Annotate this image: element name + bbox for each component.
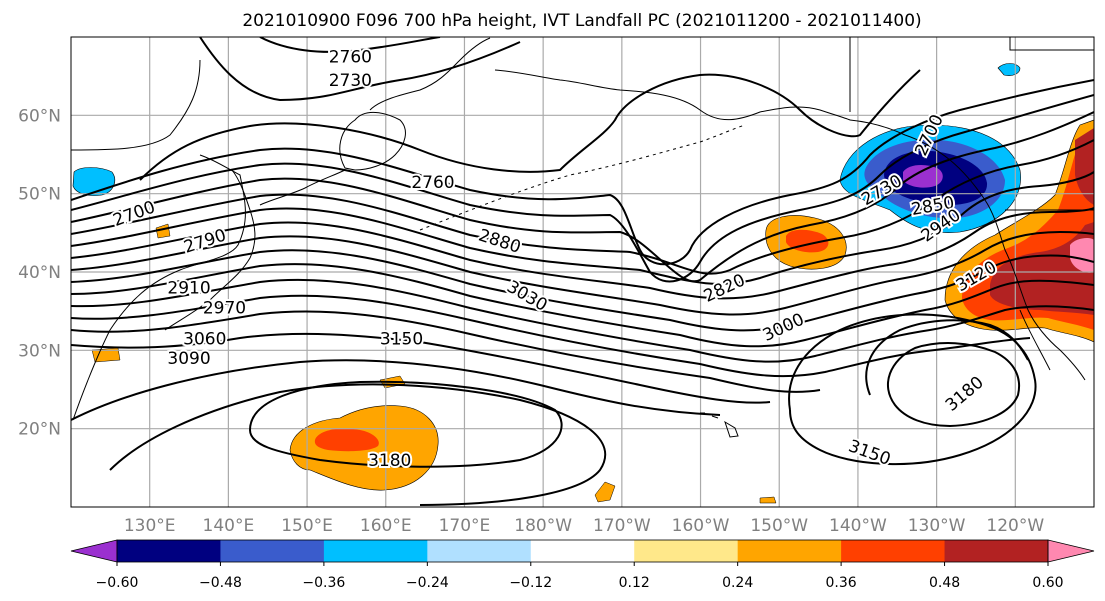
lon-axis: 130°E 140°E 150°E 160°E 170°E 180°W 170°W 160°W… [124,516,1045,536]
contour-3180 [249,342,1020,468]
ivt-shading [72,63,1094,504]
map-title: 2021010900 F096 700 hPa height, IVT Land… [242,11,921,31]
lon-tick-label: 150°E [281,516,333,536]
colorbar-segment [117,540,221,562]
positive-anomaly-west-coast-inner [990,222,1094,315]
lat-tick-label: 20°N [18,420,61,440]
contour-label: 3090 [165,347,212,371]
contour-label-text: 3150 [380,330,423,350]
colorbar-frame [116,539,1049,563]
positive-anomaly-subtropics-core [314,428,379,452]
lon-tick-label: 150°W [750,516,808,536]
lon-tick-label: 140°E [203,516,255,536]
contour-label-text: 2730 [329,71,372,91]
colorbar-segment [944,540,1049,562]
lon-tick-label: 130°W [908,516,966,536]
lon-tick-label: 160°W [672,516,730,536]
small-anomaly-2 [594,481,616,503]
colorbar-tick-label: 0.24 [722,575,753,591]
colorbar-tick-label: 0.60 [1032,575,1063,591]
contour-label: 3180 [366,449,413,473]
contour-2760-main [139,69,921,181]
contour-2730-2760 [199,37,521,102]
contour-trough-low [71,79,1094,266]
small-anomaly-4 [91,347,121,363]
contour-3150 [109,313,1037,506]
lat-tick-label: 40°N [18,263,61,283]
map-layers: 2760273027602700279029102970306030903150… [71,37,1094,507]
lat-tick-label: 30°N [18,341,61,361]
contour-label: 3060 [181,328,228,352]
colorbar-segment [634,540,739,562]
chukotka-alaska [369,37,851,121]
gridlines [71,37,1094,507]
contour-label: 2910 [165,277,212,301]
colorbar-tick-label: 0.12 [619,575,650,591]
colorbar-extend-min [70,539,118,563]
baja-california [1019,309,1051,371]
height-contours [71,37,1094,506]
small-anomaly-3 [759,496,777,504]
contour-3090 [71,332,771,404]
lon-tick-label: 140°W [829,516,887,536]
contour-label-text: 2760 [329,48,372,68]
colorbar-segment [220,540,325,562]
contour-label: 3150 [378,328,425,352]
contour-label: 2760 [327,46,374,70]
colorbar-segment [323,540,428,562]
colorbar-tick-label: 0.36 [826,575,857,591]
contour-label: 2760 [409,171,456,195]
colorbar-segment [737,540,842,562]
lon-tick-label: 160°E [360,516,412,536]
negative-anomaly-core [903,164,943,188]
lat-tick-label: 50°N [18,185,61,205]
lat-axis: 60°N 50°N 40°N 30°N 20°N [18,106,61,439]
colorbar-segment [530,540,635,562]
colorbar: −0.60 −0.48 −0.36 −0.24 −0.12 0.12 0.24 0.36 0.4… [70,539,1095,591]
contour-label-text: 2970 [203,298,246,318]
colorbar-tick-label: −0.60 [96,575,139,591]
colorbar-tick-label: −0.36 [302,575,345,591]
lon-tick-label: 170°W [593,516,651,536]
contour-label-text: 2910 [167,279,210,299]
aleutians [419,124,746,231]
lon-tick-label: 120°W [986,516,1044,536]
contour-label-text: 2760 [411,173,454,193]
alaska-negative-blob [997,63,1021,76]
colorbar-tick-label: −0.48 [199,575,242,591]
contour-label: 2970 [201,296,248,320]
colorbar-tick-label: −0.12 [509,575,552,591]
lat-tick-label: 60°N [18,106,61,126]
colorbar-segment [841,540,946,562]
contour-label-text: 3090 [167,349,210,369]
map-frame [70,36,1095,508]
contour-label-text: 3180 [368,451,411,471]
colorbar-extend-max [1047,539,1095,563]
lon-tick-label: 130°E [124,516,176,536]
positive-anomaly-core [1070,237,1094,273]
contour-label-text: 3060 [183,330,226,350]
colorbar-tick-label: 0.48 [929,575,960,591]
contour-label: 2730 [327,69,374,93]
colorbar-segment [427,540,532,562]
colorbar-tick-label: −0.24 [406,575,449,591]
lon-tick-label: 180°W [514,516,572,536]
lon-tick-label: 170°E [439,516,491,536]
north-america-coast [849,119,1086,381]
